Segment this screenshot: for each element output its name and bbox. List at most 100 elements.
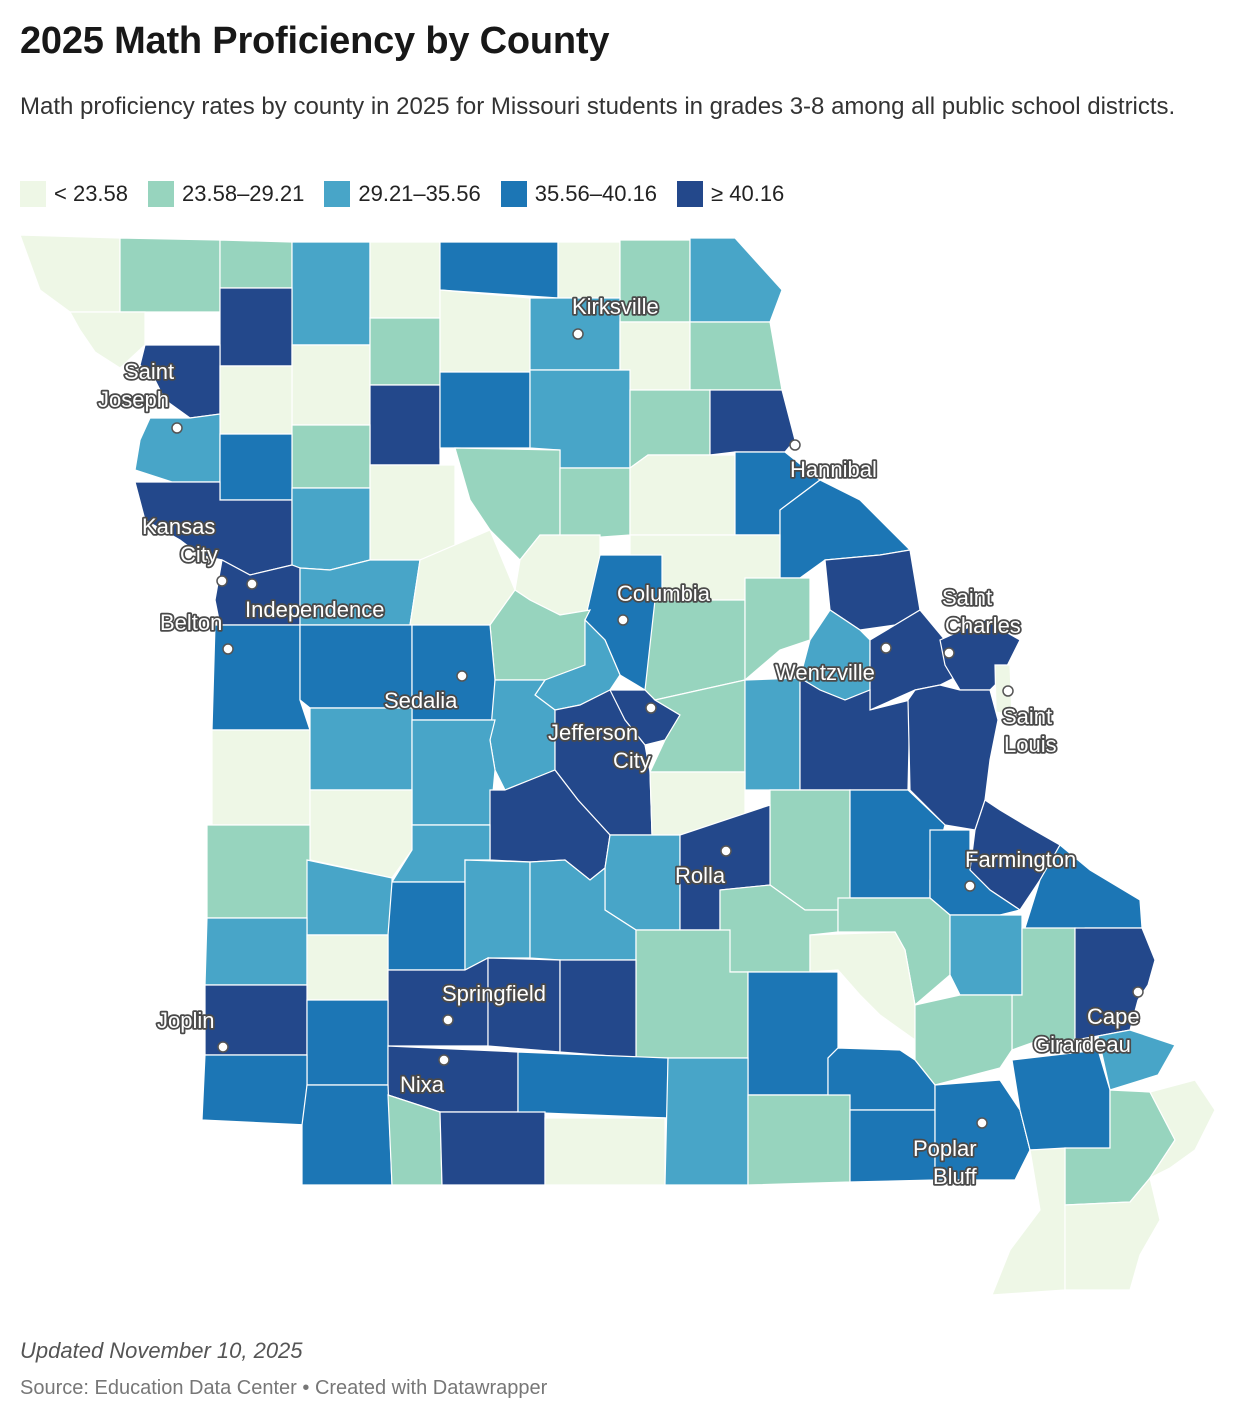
county[interactable] xyxy=(709,389,796,456)
county[interactable] xyxy=(559,959,637,1059)
city-marker[interactable]: Cape Girardeau xyxy=(1031,986,1144,1059)
city-marker[interactable]: Saint Louis xyxy=(1000,685,1058,759)
legend-label: 29.21–35.56 xyxy=(358,181,481,206)
county[interactable] xyxy=(306,999,389,1086)
county[interactable] xyxy=(557,241,621,299)
city-marker[interactable]: Wentzville xyxy=(773,642,892,687)
city-marker[interactable]: Springfield xyxy=(440,979,548,1026)
county[interactable] xyxy=(991,1147,1066,1296)
county[interactable] xyxy=(809,931,916,1042)
city-marker[interactable]: Nixa xyxy=(398,1054,450,1099)
city-dot xyxy=(1132,986,1144,998)
county[interactable] xyxy=(211,624,311,731)
county[interactable] xyxy=(411,719,496,826)
city-label: Rolla xyxy=(675,863,726,888)
county[interactable] xyxy=(664,1057,749,1186)
county[interactable] xyxy=(369,317,441,386)
city-marker[interactable]: Saint Charles xyxy=(940,583,1023,659)
county[interactable] xyxy=(604,834,681,931)
county[interactable] xyxy=(689,321,783,391)
county[interactable] xyxy=(219,365,293,435)
county[interactable] xyxy=(949,914,1023,996)
legend-swatch xyxy=(148,181,175,207)
counties-layer xyxy=(19,234,1216,1296)
missouri-county-map: Kirksville Saint Joseph Hannibal Kansas Ci… xyxy=(19,234,1216,1296)
county[interactable] xyxy=(464,859,531,971)
city-label: Kansas City xyxy=(142,514,218,567)
city-dot xyxy=(438,1054,450,1066)
city-label: Jefferson City xyxy=(548,720,651,773)
city-label: Columbia xyxy=(617,581,711,606)
county[interactable] xyxy=(291,424,371,489)
county[interactable] xyxy=(559,467,631,541)
county[interactable] xyxy=(914,994,1013,1086)
county[interactable] xyxy=(291,241,371,346)
city-marker[interactable]: Independence xyxy=(243,578,386,624)
county[interactable] xyxy=(439,371,531,449)
county[interactable] xyxy=(68,311,146,369)
county[interactable] xyxy=(219,239,293,289)
county[interactable] xyxy=(1011,1049,1111,1151)
county[interactable] xyxy=(369,384,441,466)
city-marker[interactable]: Joplin xyxy=(155,1006,229,1053)
county[interactable] xyxy=(744,577,811,682)
county[interactable] xyxy=(301,1084,393,1186)
county[interactable] xyxy=(139,344,221,419)
county[interactable] xyxy=(369,464,456,561)
county[interactable] xyxy=(291,487,371,571)
legend-swatch xyxy=(677,181,704,207)
county[interactable] xyxy=(439,1111,546,1186)
county[interactable] xyxy=(1064,1176,1161,1291)
updated-date: Updated November 10, 2025 xyxy=(20,1338,303,1363)
legend-swatch xyxy=(20,181,46,207)
county[interactable] xyxy=(907,684,999,831)
city-label: Poplar Bluff xyxy=(913,1136,978,1189)
county[interactable] xyxy=(439,289,531,373)
legend-item: 29.21–35.56 xyxy=(324,181,481,207)
city-label: Saint Joseph xyxy=(98,359,174,412)
city-marker[interactable]: Kansas City xyxy=(140,512,228,587)
city-marker[interactable]: Rolla xyxy=(673,845,732,890)
city-dot xyxy=(880,642,892,654)
county[interactable] xyxy=(204,917,308,986)
city-dot xyxy=(943,647,955,659)
county[interactable] xyxy=(1097,1029,1176,1091)
city-marker[interactable]: Hannibal xyxy=(788,439,879,484)
county[interactable] xyxy=(369,241,441,319)
county[interactable] xyxy=(1074,927,1156,1041)
legend-swatch xyxy=(500,181,527,207)
legend: < 23.58 23.58–29.21 29.21–35.56 35.56–40… xyxy=(20,181,784,207)
city-marker[interactable]: Poplar Bluff xyxy=(911,1117,988,1191)
county[interactable] xyxy=(439,241,559,299)
county[interactable] xyxy=(747,1094,851,1186)
city-marker[interactable]: Belton xyxy=(158,608,234,655)
county[interactable] xyxy=(629,454,736,536)
county[interactable] xyxy=(201,1054,308,1126)
county[interactable] xyxy=(387,881,466,971)
county[interactable] xyxy=(119,237,221,313)
county[interactable] xyxy=(1148,1079,1216,1180)
county[interactable] xyxy=(219,287,293,367)
county[interactable] xyxy=(19,234,121,313)
county[interactable] xyxy=(309,707,413,791)
city-marker[interactable]: Columbia xyxy=(615,579,712,626)
city-marker[interactable]: Kirksville xyxy=(570,292,661,340)
county[interactable] xyxy=(744,677,801,791)
county[interactable] xyxy=(206,824,311,919)
chart-subtitle: Math proficiency rates by county in 2025… xyxy=(20,93,1176,120)
county[interactable] xyxy=(306,934,389,1001)
city-marker[interactable]: Jefferson City xyxy=(546,702,657,775)
city-marker[interactable]: Sedalia xyxy=(382,670,468,715)
county[interactable] xyxy=(747,971,839,1096)
city-dot xyxy=(572,328,584,340)
county[interactable] xyxy=(544,1117,666,1186)
county[interactable] xyxy=(769,789,851,911)
county[interactable] xyxy=(219,433,293,501)
city-label: Springfield xyxy=(442,981,546,1006)
city-marker[interactable]: Saint Joseph xyxy=(96,357,183,434)
city-marker[interactable]: Farmington xyxy=(963,845,1078,892)
county[interactable] xyxy=(211,729,311,826)
county[interactable] xyxy=(689,237,783,323)
county[interactable] xyxy=(517,1051,669,1119)
county[interactable] xyxy=(291,344,371,426)
